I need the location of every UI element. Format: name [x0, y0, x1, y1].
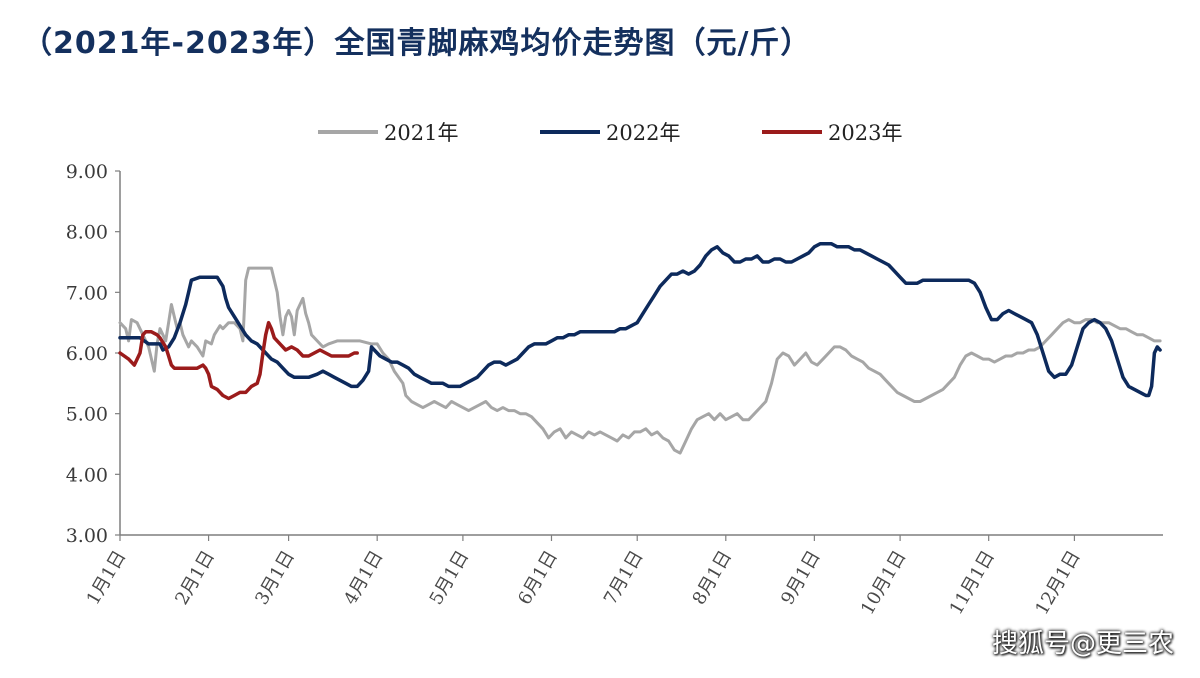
x-tick-label: 10月1日 [857, 547, 910, 618]
series-line-2023年 [118, 320, 359, 401]
y-tick-label: 6.00 [66, 343, 108, 365]
y-tick-label: 9.00 [66, 161, 108, 183]
legend-label: 2023年 [828, 121, 902, 145]
y-tick-label: 4.00 [66, 464, 108, 486]
x-tick-label: 4月1日 [340, 547, 388, 609]
x-tick-label: 9月1日 [777, 547, 825, 609]
chart-title: （2021年-2023年）全国青脚麻鸡均价走势图（元/斤） [22, 26, 812, 61]
x-tick-label: 6月1日 [514, 547, 562, 609]
series-line-2022年 [118, 242, 1162, 398]
x-tick-label: 11月1日 [946, 547, 999, 618]
x-tick-label: 1月1日 [83, 547, 131, 609]
legend-label: 2022年 [606, 121, 680, 145]
axes: 3.00 4.00 5.00 6.00 7.00 8.00 9.00 1月1日 2月1日 3月1日… [66, 161, 1163, 618]
x-tick-label: 7月1日 [600, 547, 648, 609]
series-lines [118, 242, 1162, 455]
x-tick-label: 8月1日 [688, 547, 736, 609]
x-tick-label: 12月1日 [1031, 547, 1084, 618]
y-tick-label: 3.00 [66, 525, 108, 547]
y-tick-label: 5.00 [66, 404, 108, 426]
y-tick-label: 7.00 [66, 282, 108, 304]
legend: 2021年 2022年 2023年 [318, 121, 902, 145]
x-tick-label: 3月1日 [251, 547, 299, 609]
watermark: 搜狐号@更三农 [991, 629, 1174, 659]
series-line-2021年 [118, 266, 1162, 455]
x-tick-label: 2月1日 [171, 547, 219, 609]
y-tick-label: 8.00 [66, 222, 108, 244]
x-tick-label: 5月1日 [426, 547, 474, 609]
legend-label: 2021年 [384, 121, 458, 145]
